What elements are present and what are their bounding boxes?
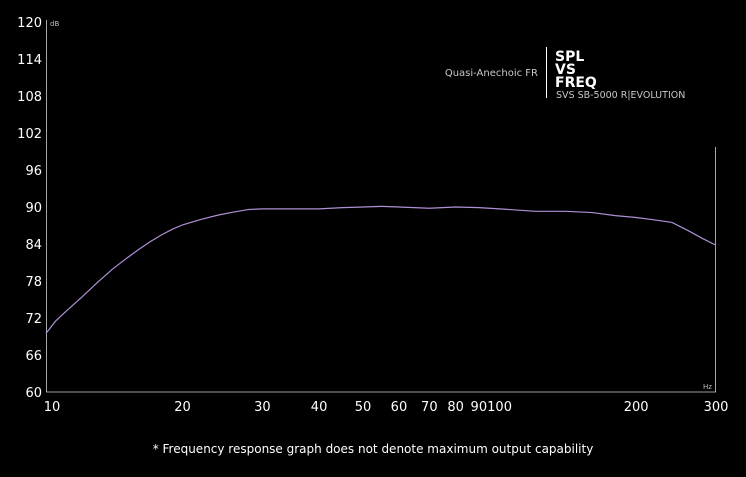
y-tick-label-114: 114 (17, 53, 42, 68)
x-tick-label-80: 80 (447, 400, 464, 415)
y-tick-label-102: 102 (17, 127, 42, 142)
chart-subtitle: SVS SB-5000 R|EVOLUTION (556, 90, 685, 101)
series-label: Quasi-Anechoic FR (445, 68, 538, 79)
x-tick-label-40: 40 (311, 400, 328, 415)
x-axis-unit-label: Hz (703, 383, 712, 391)
x-tick-label-70: 70 (421, 400, 438, 415)
chart-title-line-2: VS (555, 62, 576, 78)
y-tick-label-66: 66 (25, 349, 42, 364)
y-tick-label-84: 84 (25, 238, 42, 253)
x-tick-label-30: 30 (254, 400, 271, 415)
y-tick-label-60: 60 (25, 386, 42, 401)
y-tick-label-108: 108 (17, 90, 42, 105)
y-axis-ticks: 60 66 72 78 84 90 96 102 108 114 120 (17, 16, 42, 401)
chart-title-line-1: SPL (555, 49, 584, 65)
y-tick-label-78: 78 (25, 275, 42, 290)
x-tick-label-90: 90 (471, 400, 488, 415)
x-tick-label-10: 10 (44, 400, 61, 415)
x-axis-ticks: 10 20 30 40 50 60 70 80 90 100 200 300 (44, 400, 729, 415)
x-tick-label-300: 300 (704, 400, 729, 415)
footnote: * Frequency response graph does not deno… (152, 442, 594, 456)
x-tick-label-200: 200 (624, 400, 649, 415)
y-tick-label-120: 120 (17, 16, 42, 31)
y-tick-label-96: 96 (25, 164, 42, 179)
y-axis-unit-label: dB (50, 20, 59, 28)
spl-vs-freq-chart: 60 66 72 78 84 90 96 102 108 114 120 10 20 30 40 50 60 7… (17, 16, 729, 415)
chart-title-line-3: FREQ (555, 75, 597, 91)
x-tick-label-20: 20 (174, 400, 191, 415)
x-tick-label-100: 100 (487, 400, 512, 415)
x-tick-label-50: 50 (355, 400, 372, 415)
x-tick-label-60: 60 (391, 400, 408, 415)
y-tick-label-72: 72 (25, 312, 42, 327)
series-line-quasi-anechoic-fr (45, 205, 717, 334)
y-tick-label-90: 90 (25, 201, 42, 216)
